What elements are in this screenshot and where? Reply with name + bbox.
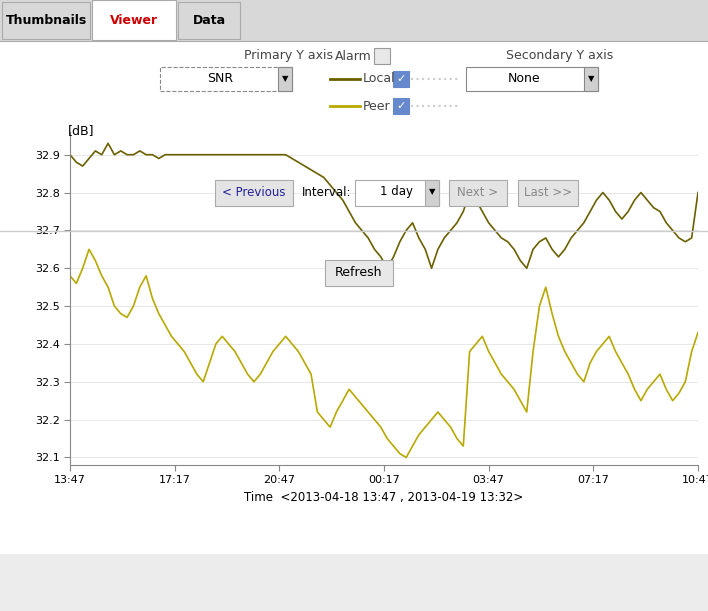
Text: Alarm: Alarm — [336, 49, 372, 62]
FancyBboxPatch shape — [178, 2, 240, 39]
Text: Peer: Peer — [363, 100, 391, 112]
Text: Primary Y axis: Primary Y axis — [244, 49, 333, 62]
X-axis label: Time  <2013-04-18 13:47 , 2013-04-19 13:32>: Time <2013-04-18 13:47 , 2013-04-19 13:3… — [244, 491, 524, 504]
FancyBboxPatch shape — [92, 0, 176, 40]
Text: Thumbnails: Thumbnails — [6, 13, 86, 26]
Text: Local: Local — [363, 73, 396, 86]
FancyBboxPatch shape — [278, 67, 292, 91]
Text: ✓: ✓ — [396, 101, 406, 111]
FancyBboxPatch shape — [393, 71, 409, 87]
FancyBboxPatch shape — [374, 48, 390, 64]
Text: Interval:: Interval: — [302, 186, 351, 199]
Text: ▼: ▼ — [429, 188, 435, 197]
Text: < Previous: < Previous — [222, 186, 286, 199]
FancyBboxPatch shape — [215, 180, 293, 206]
Text: Data: Data — [193, 13, 226, 26]
FancyBboxPatch shape — [425, 180, 439, 206]
Text: Refresh: Refresh — [336, 266, 383, 279]
Text: ▼: ▼ — [588, 75, 594, 84]
Text: SNR: SNR — [207, 73, 233, 86]
Text: Last >>: Last >> — [524, 186, 572, 199]
Text: 1 day: 1 day — [380, 186, 413, 199]
Text: Next >: Next > — [457, 186, 498, 199]
FancyBboxPatch shape — [449, 180, 507, 206]
Text: None: None — [508, 73, 540, 86]
Text: Secondary Y axis: Secondary Y axis — [506, 49, 614, 62]
Text: ▼: ▼ — [282, 75, 288, 84]
FancyBboxPatch shape — [393, 98, 409, 114]
FancyBboxPatch shape — [2, 2, 90, 39]
FancyBboxPatch shape — [160, 67, 292, 91]
FancyBboxPatch shape — [518, 180, 578, 206]
FancyBboxPatch shape — [584, 67, 598, 91]
Text: Viewer: Viewer — [110, 13, 158, 26]
Text: ✓: ✓ — [396, 74, 406, 84]
FancyBboxPatch shape — [466, 67, 598, 91]
FancyBboxPatch shape — [325, 260, 393, 286]
Text: [dB]: [dB] — [68, 125, 94, 137]
FancyBboxPatch shape — [355, 180, 439, 206]
